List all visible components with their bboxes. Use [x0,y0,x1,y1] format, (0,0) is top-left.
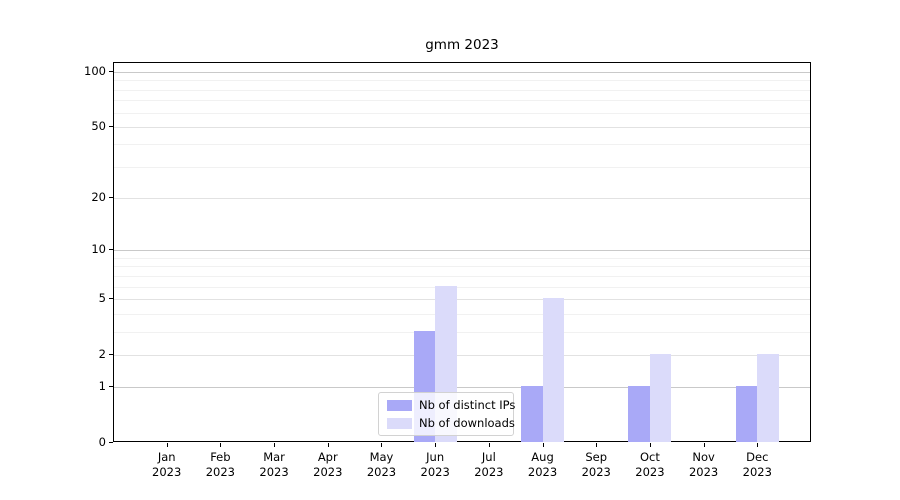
x-tick-mark [381,443,383,447]
minor-gridline [114,166,810,168]
legend-swatch-downloads [387,417,412,429]
y-tick-mark [109,197,113,199]
x-tick-mark [435,443,437,447]
x-tick-year: 2023 [581,465,611,479]
x-tick-label-aug: Aug 2023 [527,450,558,479]
y-tick-label: 20 [91,190,106,205]
legend-label-distinct-ips: Nb of distinct IPs [419,398,516,412]
major-gridline [114,354,810,356]
x-tick-year: 2023 [152,465,182,479]
bar-downloads-oct [649,353,672,442]
bar-downloads-dec [757,353,779,442]
minor-gridline [114,89,810,91]
y-tick-label: 50 [91,118,106,133]
x-tick-mark [542,443,544,447]
x-tick-mark [596,443,598,447]
x-tick-year: 2023 [205,465,236,479]
x-tick-label-dec: Dec 2023 [742,450,772,479]
bar-distinct-ips-oct [628,386,650,442]
minor-gridline [114,257,810,259]
legend: Nb of distinct IPs Nb of downloads [378,392,515,436]
x-tick-mark [703,443,705,447]
x-tick-year: 2023 [366,465,397,479]
minor-gridline [114,313,810,315]
major-gridline [114,72,810,73]
x-tick-mark [274,443,276,447]
x-tick-year: 2023 [742,465,772,479]
plot-area [113,62,811,442]
minor-gridline [114,275,810,277]
x-tick-label-jun: Jun 2023 [420,450,450,479]
x-tick-label-may: May 2023 [366,450,397,479]
x-tick-label-sep: Sep 2023 [581,450,611,479]
x-tick-label-jul: Jul 2023 [474,450,504,479]
minor-gridline [114,266,810,268]
legend-entry-distinct-ips: Nb of distinct IPs [387,398,515,412]
x-tick-mark [220,443,222,447]
y-tick-label: 5 [98,290,106,305]
y-tick-mark [109,297,113,299]
y-tick-label: 1 [98,379,106,394]
x-tick-label-jan: Jan 2023 [152,450,182,479]
x-tick-mark [327,443,329,447]
x-tick-mark [649,443,651,447]
major-gridline [114,198,810,200]
y-tick-mark [109,386,113,388]
bar-distinct-ips-aug [521,386,543,442]
y-tick-mark [109,442,113,443]
minor-gridline [114,144,810,146]
y-tick-label: 0 [98,435,106,449]
y-tick-label: 100 [84,64,106,78]
legend-label-downloads: Nb of downloads [419,416,515,430]
x-tick-year: 2023 [474,465,504,479]
x-tick-year: 2023 [635,465,665,479]
minor-gridline [114,100,810,102]
minor-gridline [114,112,810,114]
x-tick-label-apr: Apr 2023 [313,450,343,479]
major-gridline [114,250,810,252]
minor-gridline [114,80,810,82]
bar-distinct-ips-dec [735,386,758,442]
x-tick-mark [757,443,759,447]
bar-downloads-aug [542,297,565,442]
y-tick-label: 2 [98,346,106,361]
x-tick-year: 2023 [527,465,558,479]
y-tick-label: 10 [91,242,106,257]
legend-entry-downloads: Nb of downloads [387,416,515,430]
minor-gridline [114,286,810,288]
x-tick-label-nov: Nov 2023 [688,450,719,479]
y-tick-mark [109,125,113,127]
x-tick-year: 2023 [688,465,719,479]
x-tick-mark [166,443,168,447]
minor-gridline [114,331,810,333]
y-tick-mark [109,249,113,251]
x-tick-mark [488,443,490,447]
y-tick-mark [109,353,113,355]
x-tick-year: 2023 [259,465,289,479]
x-tick-year: 2023 [313,465,343,479]
major-gridline [114,126,810,128]
chart-title: gmm 2023 [425,37,499,53]
major-gridline [114,298,810,300]
x-tick-label-oct: Oct 2023 [635,450,665,479]
x-tick-label-feb: Feb 2023 [205,450,236,479]
x-tick-year: 2023 [420,465,450,479]
legend-swatch-distinct-ips [387,399,412,411]
y-tick-mark [109,71,113,72]
x-tick-label-mar: Mar 2023 [259,450,289,479]
major-gridline [114,387,810,389]
